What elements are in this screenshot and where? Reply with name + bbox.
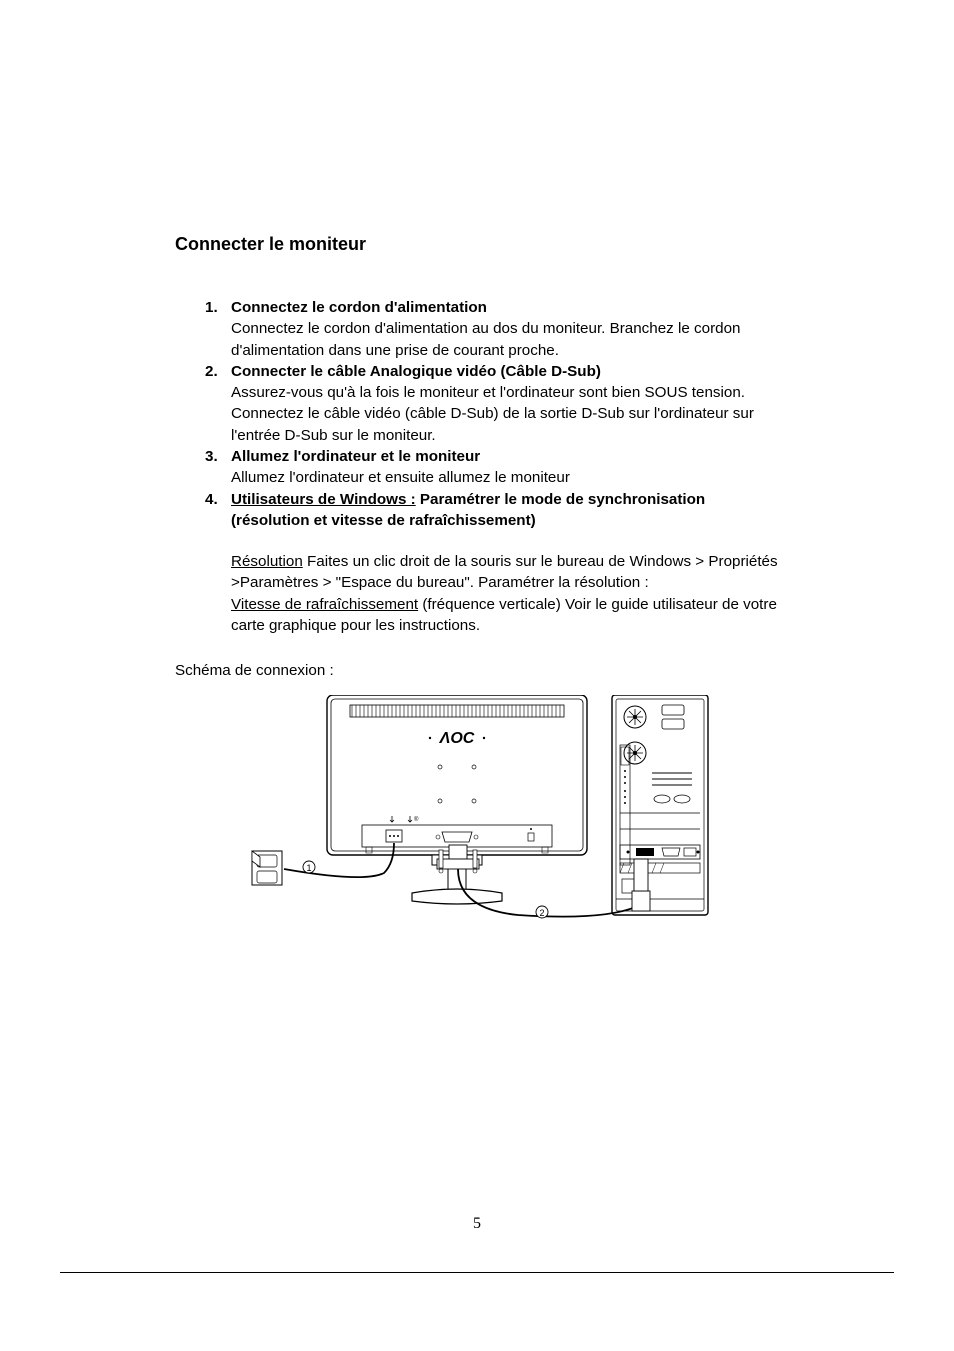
diagram-caption: Schéma de connexion :	[175, 662, 779, 679]
page-number: 5	[0, 1215, 954, 1233]
dsub-connector-pc	[632, 859, 650, 911]
item-heading-underline: Utilisateurs de Windows :	[231, 491, 416, 508]
callout-number: 1	[306, 863, 311, 873]
monitor-icon: ΛOC	[327, 695, 587, 904]
item-text: Assurez-vous qu'à la fois le moniteur et…	[231, 384, 754, 444]
refresh-label: Vitesse de rafraîchissement	[231, 596, 418, 613]
list-item: 2. Connecter le câble Analogique vidéo (…	[205, 361, 779, 446]
callout-number: 2	[539, 908, 544, 918]
item-text: Connectez le cordon d'alimentation au do…	[231, 318, 779, 361]
item-heading: Allumez l'ordinateur et le moniteur	[231, 448, 480, 465]
pc-tower-icon	[612, 695, 708, 915]
connection-diagram: ΛOC	[242, 695, 712, 940]
item-number: 1.	[205, 297, 231, 361]
footer-rule	[60, 1272, 894, 1273]
list-item: 1. Connectez le cordon d'alimentation Co…	[205, 297, 779, 361]
list-item: 4. Utilisateurs de Windows : Paramétrer …	[205, 489, 779, 637]
wall-outlet-icon	[252, 851, 282, 885]
item-heading: Connectez le cordon d'alimentation	[231, 297, 779, 318]
svg-text:®: ®	[414, 816, 419, 823]
item-number: 3.	[205, 446, 231, 489]
instruction-list: 1. Connectez le cordon d'alimentation Co…	[175, 297, 779, 636]
list-item: 3. Allumez l'ordinateur et le moniteur A…	[205, 446, 779, 489]
resolution-label: Résolution	[231, 553, 303, 570]
item-number: 2.	[205, 361, 231, 446]
item-number: 4.	[205, 489, 231, 637]
page-title: Connecter le moniteur	[175, 234, 779, 255]
svg-text:ΛOC: ΛOC	[439, 730, 475, 747]
item-heading: Connecter le câble Analogique vidéo (Câb…	[231, 363, 601, 380]
item-text: Allumez l'ordinateur et ensuite allumez …	[231, 469, 570, 486]
resolution-text: Faites un clic droit de la souris sur le…	[231, 553, 778, 591]
